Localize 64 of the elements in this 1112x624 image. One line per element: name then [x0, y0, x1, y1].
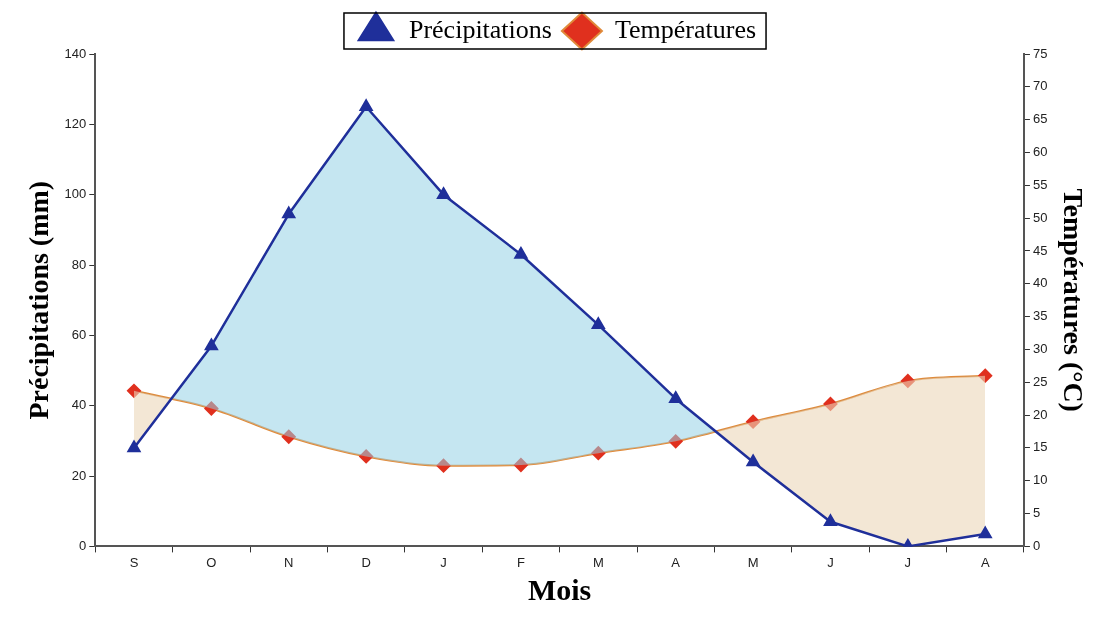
y2-tick-label: 5 — [1032, 505, 1041, 521]
point — [204, 338, 218, 351]
x-tick-label: O — [206, 554, 217, 570]
point — [127, 440, 141, 453]
y2-tick-label: 15 — [1032, 439, 1048, 455]
point — [823, 396, 838, 411]
legend-label: Précipitations — [408, 14, 552, 44]
x-tick-label: J — [440, 554, 447, 570]
x-axis-title: Mois — [527, 572, 592, 606]
y-tick-label: 0 — [79, 537, 87, 553]
y2-tick-label: 50 — [1032, 209, 1048, 225]
point — [824, 514, 837, 527]
point — [513, 457, 528, 472]
y2-tick-label: 30 — [1032, 341, 1048, 357]
point — [591, 446, 606, 461]
x-tick-label: M — [747, 554, 759, 570]
y2-tick-label: 60 — [1032, 144, 1048, 160]
y2-tick-label: 55 — [1032, 176, 1048, 192]
point — [591, 317, 605, 330]
y-tick-label: 120 — [64, 115, 87, 131]
y2-tick-label: 75 — [1032, 45, 1048, 61]
y2-tick-label: 65 — [1032, 111, 1048, 127]
point — [126, 383, 141, 398]
y2-tick-label: 20 — [1032, 406, 1048, 422]
x-tick-label: M — [592, 554, 604, 570]
y2-tick-label: 0 — [1032, 537, 1041, 553]
x-tick-label: A — [980, 554, 990, 570]
y2-tick-label: 40 — [1032, 275, 1048, 291]
point — [437, 187, 450, 199]
x-tick-label: N — [284, 554, 294, 570]
x-tick-label: A — [671, 554, 681, 570]
x-tick-label: F — [516, 554, 525, 570]
point — [359, 449, 374, 464]
point — [281, 429, 296, 444]
x-tick-label: J — [904, 554, 912, 570]
y-tick-label: 60 — [71, 326, 87, 342]
y-axis-title: Précipitations (mm) — [23, 180, 55, 420]
x-tick-label: S — [129, 554, 139, 570]
x-tick-label: J — [827, 554, 834, 570]
point — [669, 391, 683, 403]
y-tick-label: 20 — [71, 467, 87, 483]
x-tick-label: D — [361, 554, 371, 570]
point — [978, 368, 993, 383]
point — [746, 414, 761, 429]
y-tick-label: 80 — [71, 256, 87, 272]
y2-tick-label: 35 — [1032, 308, 1048, 324]
y-tick-label: 100 — [64, 186, 87, 202]
point — [359, 99, 373, 112]
point — [668, 434, 683, 449]
y2-tick-label: 70 — [1032, 78, 1048, 94]
y2-tick-label: 10 — [1032, 472, 1048, 488]
legend-label: Températures — [614, 14, 757, 44]
y2-tick-label: 45 — [1032, 242, 1048, 258]
point — [204, 401, 219, 416]
y-tick-label: 40 — [71, 397, 87, 413]
point — [900, 373, 915, 388]
point — [746, 454, 760, 467]
y2-axis-title: Températures (°C) — [1057, 188, 1089, 412]
point — [436, 458, 451, 473]
point — [978, 526, 992, 539]
point — [514, 247, 528, 259]
y2-tick-label: 25 — [1032, 373, 1048, 389]
point — [282, 206, 296, 219]
y-tick-label: 140 — [64, 45, 87, 61]
